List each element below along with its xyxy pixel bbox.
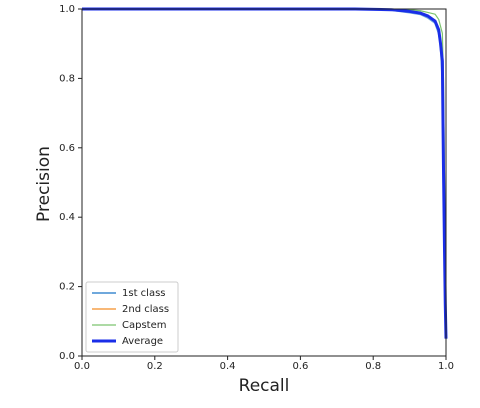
series-line	[82, 8, 447, 322]
y-tick-label: 0.2	[59, 282, 75, 293]
y-tick-label: 0.6	[59, 143, 75, 154]
legend-box	[85, 281, 179, 353]
plot-frame	[81, 8, 447, 357]
x-tick-label: 0.2	[147, 361, 163, 372]
y-tick-label: 0.0	[59, 351, 75, 362]
x-tick-label: 0.4	[220, 361, 236, 372]
x-tick-label: 0.6	[292, 361, 308, 372]
x-tick-label: 1.0	[438, 361, 454, 372]
y-tick-label: 0.8	[59, 73, 75, 84]
y-axis-label: Precision	[34, 146, 54, 222]
x-tick-label: 0.0	[74, 361, 90, 372]
legend-label: 1st class	[122, 288, 166, 299]
y-tick-label: 1.0	[59, 4, 75, 15]
legend-label: Capstem	[122, 320, 166, 331]
legend-label: 2nd class	[122, 304, 169, 315]
legend-label: Average	[122, 336, 163, 347]
x-axis-label: Recall	[239, 376, 290, 396]
y-tick-label: 0.4	[59, 212, 75, 223]
x-tick-label: 0.8	[365, 361, 381, 372]
